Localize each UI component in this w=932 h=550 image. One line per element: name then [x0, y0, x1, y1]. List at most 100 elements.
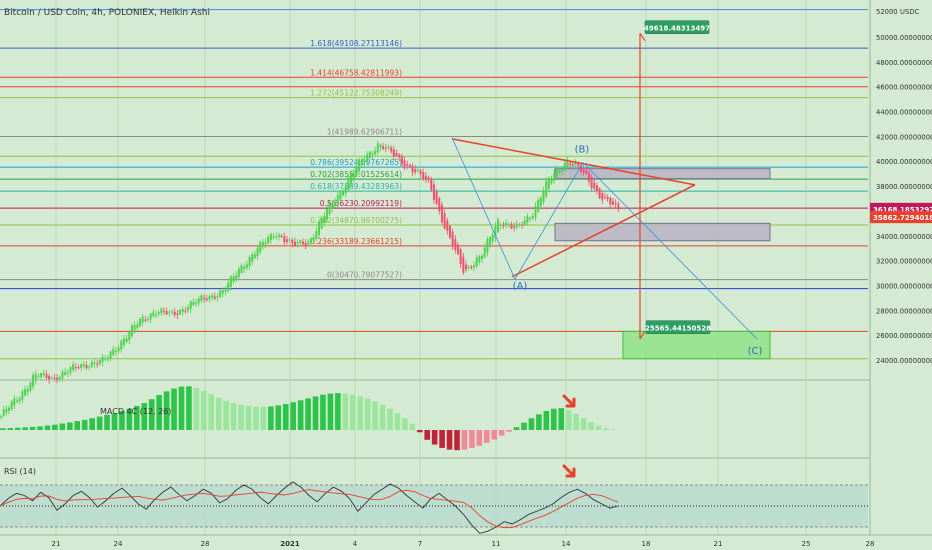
candle-body	[550, 178, 553, 184]
candle-body	[601, 193, 604, 201]
macd-bar	[14, 427, 21, 430]
candle-body	[13, 398, 16, 406]
macd-bar	[171, 388, 177, 430]
candle-body	[301, 241, 304, 245]
candle-body	[363, 160, 366, 163]
price-marker-box-0	[644, 20, 710, 34]
candle-body	[590, 176, 593, 189]
candle-body	[197, 298, 200, 304]
candle-body	[304, 242, 307, 246]
macd-bar	[320, 394, 326, 430]
rsi-band	[0, 485, 868, 527]
candle-body	[366, 154, 369, 162]
time-label-2: 28	[201, 540, 210, 548]
candle-body	[499, 224, 502, 226]
macd-bar	[565, 410, 572, 430]
candle-body	[561, 169, 564, 172]
price-tick-32000: 32000.00000000	[876, 258, 932, 266]
macd-bar	[543, 410, 550, 430]
candle-body	[299, 240, 302, 243]
macd-bar	[603, 428, 609, 430]
candle-body	[259, 241, 262, 253]
candle-body	[617, 203, 620, 210]
macd-bar	[141, 403, 148, 430]
price-tick-40000: 40000.00000000	[876, 158, 932, 166]
candle-body	[456, 244, 459, 254]
wave-path	[451, 137, 758, 340]
candle-body	[395, 153, 398, 157]
macd-bar	[67, 422, 73, 430]
fib-label-0.382: 0.382(34870.98700275)	[310, 216, 402, 225]
projection-tick-bottom	[639, 331, 646, 340]
candle-body	[88, 366, 91, 368]
candle-body	[138, 318, 141, 327]
candle-body	[205, 298, 208, 301]
candle-body	[272, 236, 275, 238]
candle-body	[507, 223, 510, 225]
candle-body	[293, 241, 296, 246]
macd-title: MACD 4C (12, 26)	[100, 407, 171, 416]
candle-body	[307, 241, 310, 245]
candle-body	[253, 254, 256, 259]
macd-bar	[335, 393, 341, 430]
candle-body	[42, 372, 45, 376]
price-tick-38000: 38000.00000000	[876, 183, 932, 191]
candle-body	[74, 367, 77, 369]
fib-label-1.618: 1.618(49108.27113146)	[310, 39, 402, 48]
candle-body	[163, 310, 166, 312]
candle-body	[144, 319, 147, 321]
candle-body	[379, 144, 382, 148]
last-price-text-0: 36168.18532921	[873, 206, 932, 214]
macd-bar	[37, 426, 43, 430]
candle-body	[326, 208, 329, 220]
macd-bar	[312, 396, 319, 430]
candle-body	[221, 290, 224, 294]
candle-body	[72, 364, 75, 370]
candle-body	[451, 231, 454, 247]
macd-bar	[238, 404, 244, 430]
macd-bar	[364, 398, 371, 430]
price-tick-44000: 44000.00000000	[876, 109, 932, 117]
candle-body	[26, 389, 29, 393]
candle-body	[224, 289, 227, 292]
time-label-9: 21	[714, 540, 723, 548]
candle-body	[275, 236, 278, 238]
candle-body	[312, 237, 315, 241]
rsi-divergence-arrow	[562, 464, 576, 478]
candle-body	[563, 162, 566, 171]
candle-body	[547, 177, 550, 189]
macd-bar	[409, 423, 416, 430]
price-axis: 24000.00000000 26000.00000000 28000.000000…	[869, 0, 932, 550]
candle-body	[481, 255, 484, 260]
candle-body	[611, 201, 614, 205]
candle-body	[211, 295, 214, 298]
candle-body	[165, 311, 168, 315]
candle-body	[454, 239, 457, 251]
macd-bar	[379, 404, 386, 430]
candle-body	[21, 391, 24, 400]
candle-body	[256, 248, 259, 257]
candle-body	[318, 221, 321, 235]
candle-body	[400, 156, 403, 165]
candle-body	[285, 239, 288, 242]
wave-label-1: (A)	[513, 281, 528, 292]
candle-body	[502, 225, 505, 227]
macd-bar	[260, 407, 267, 430]
candle-body	[248, 256, 251, 267]
candle-body	[585, 170, 588, 174]
candle-body	[467, 266, 470, 268]
macd-bar	[431, 430, 438, 445]
macd-bar	[483, 430, 490, 443]
candle-body	[133, 325, 136, 331]
macd-divergence-arrow	[562, 394, 576, 408]
candle-body	[98, 360, 101, 364]
macd-bar	[521, 422, 527, 430]
time-label-7: 14	[562, 540, 571, 548]
fib-label-0: 0(30470.79077527)	[327, 271, 402, 280]
macd-bar	[349, 394, 356, 430]
candle-body	[515, 223, 518, 228]
candle-body	[328, 202, 331, 215]
macd-bar	[126, 408, 133, 430]
candle-body	[606, 196, 609, 199]
